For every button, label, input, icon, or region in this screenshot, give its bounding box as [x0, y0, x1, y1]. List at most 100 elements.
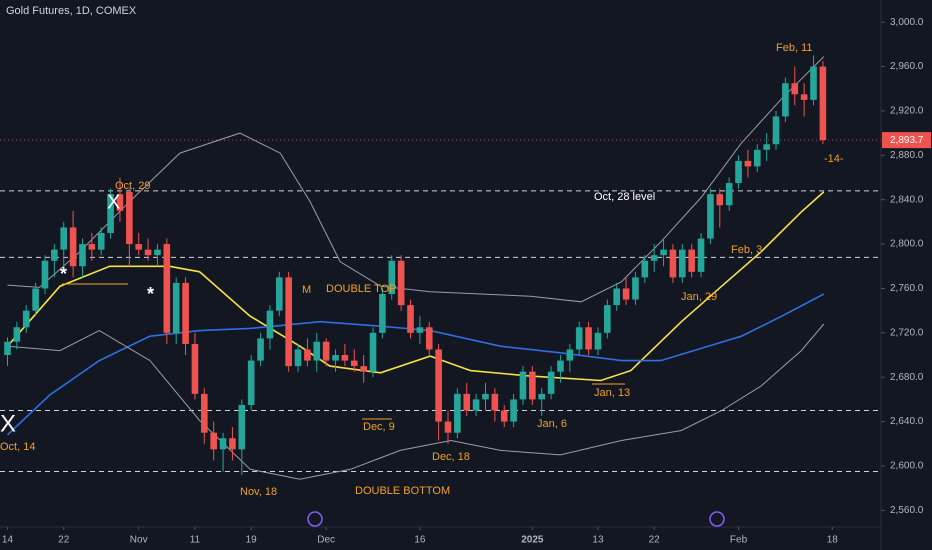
candle-body — [444, 421, 452, 433]
candle-body — [463, 393, 471, 411]
annotation: M — [302, 284, 311, 296]
x-tick-label: 14 — [2, 535, 14, 546]
candle-body — [575, 327, 583, 350]
annotation: * — [147, 284, 154, 304]
candle-body — [669, 249, 677, 278]
candle-body — [369, 332, 377, 372]
y-tick-label: 2,920.0 — [890, 106, 924, 117]
candle-body — [519, 371, 527, 400]
candle-body — [322, 341, 330, 361]
candle-body — [735, 160, 742, 184]
annotation: DOUBLE BOTTOM — [355, 485, 450, 497]
annotation: X — [0, 410, 16, 437]
candle-body — [60, 227, 68, 250]
candle-body — [557, 360, 564, 372]
indicator-line — [7, 56, 825, 303]
candle-body — [163, 244, 171, 333]
candle-body — [416, 327, 424, 333]
candle-body — [275, 277, 283, 311]
annotation: Oct, 28 level — [594, 191, 655, 203]
candle-body — [491, 393, 499, 411]
annotation: -14- — [824, 153, 844, 165]
y-tick-label: 2,840.0 — [890, 194, 924, 205]
candle-body — [679, 249, 686, 278]
candle-body — [332, 355, 339, 361]
x-tick-label: 13 — [592, 535, 604, 546]
candle-body — [51, 249, 58, 261]
indicator-line — [7, 323, 825, 480]
candle-body — [210, 432, 217, 450]
y-tick-label: 2,800.0 — [890, 239, 924, 250]
candle-body — [41, 260, 49, 289]
x-tick-label: 2025 — [521, 535, 544, 546]
y-tick-label: 2,880.0 — [890, 150, 924, 161]
candle-body — [407, 305, 414, 333]
plot — [0, 55, 881, 480]
y-tick-label: 2,560.0 — [890, 505, 924, 516]
candle-body — [238, 404, 246, 450]
x-tick-label: 22 — [649, 535, 661, 546]
candle-body — [547, 371, 555, 394]
candle-body — [257, 338, 264, 361]
candle-body — [716, 194, 724, 206]
candle-body — [454, 393, 461, 433]
annotation: Feb, 3 — [731, 244, 762, 256]
x-tick-label: Dec — [317, 535, 335, 546]
candle-body — [482, 393, 489, 400]
y-tick-label: 2,600.0 — [890, 461, 924, 472]
candle-body — [810, 66, 817, 100]
candle-body — [247, 360, 255, 405]
candle-body — [604, 305, 611, 333]
candle-body — [229, 438, 236, 450]
annotation: Jan, 13 — [594, 387, 630, 399]
event-icon[interactable] — [307, 511, 323, 527]
candle-body — [753, 149, 761, 167]
candle-body — [744, 160, 752, 167]
annotation: Oct, 29 — [115, 180, 150, 192]
candle-body — [819, 66, 827, 141]
event-icon[interactable] — [709, 511, 725, 527]
candle-body — [435, 349, 442, 422]
last-price-label: 2,893.7 — [890, 135, 924, 146]
candle-body — [97, 232, 105, 250]
candle-body — [763, 144, 770, 150]
candle-body — [500, 410, 508, 422]
annotation: * — [60, 264, 67, 284]
candle-body — [622, 288, 630, 300]
x-tick-label: Feb — [730, 535, 748, 546]
candle-body — [154, 249, 161, 256]
annotation: Jan, 29 — [681, 291, 717, 303]
symbol-header: Gold Futures, 1D, COMEX — [6, 5, 137, 17]
candle-body — [613, 288, 620, 306]
annotation: DOUBLE TOP — [326, 283, 397, 295]
candle-body — [529, 371, 536, 400]
candle-body — [304, 349, 311, 361]
candle-body — [772, 116, 780, 145]
candle-body — [219, 438, 227, 450]
candle-body — [510, 399, 517, 422]
candle-body — [22, 310, 30, 328]
candle-body — [650, 255, 658, 261]
candle-body — [266, 310, 274, 339]
annotation: Oct, 14 — [0, 441, 35, 453]
candle-body — [425, 327, 433, 350]
candle-body — [350, 360, 358, 367]
candle-body — [632, 277, 639, 300]
candle-body — [360, 366, 367, 372]
x-tick-label: 22 — [58, 535, 70, 546]
candle-body — [182, 282, 189, 344]
candle-body — [116, 194, 124, 211]
annotations: Oct, 14 X X Oct, 29 * * M DOUBLE TOP Nov… — [0, 42, 844, 498]
candle-body — [791, 83, 799, 95]
y-tick-label: 2,760.0 — [890, 283, 924, 294]
candle-body — [13, 327, 21, 342]
candle-body — [201, 393, 208, 433]
y-tick-label: 2,680.0 — [890, 372, 924, 383]
candle-body — [566, 349, 574, 361]
candle-body — [585, 327, 592, 350]
candle-body — [782, 83, 789, 117]
annotation: Jan, 6 — [537, 418, 567, 430]
annotation: X — [107, 191, 120, 213]
candle-body — [172, 282, 180, 333]
